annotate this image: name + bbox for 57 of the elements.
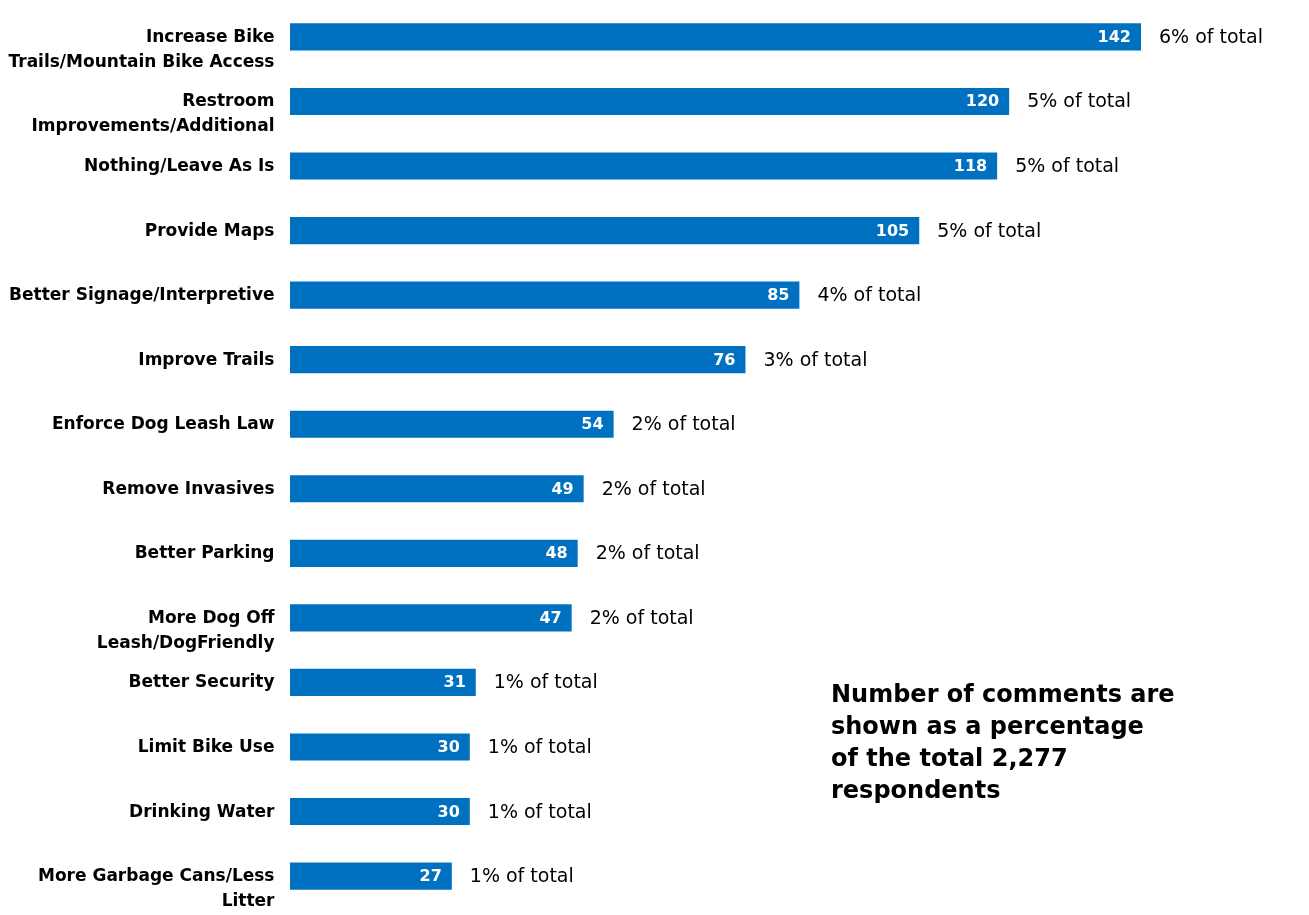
bar (290, 87, 1010, 116)
data-label: 54 (581, 414, 604, 434)
annotation: 1% of total (493, 670, 598, 693)
annotation: 5% of total (1027, 89, 1132, 112)
annotation: 1% of total (487, 799, 592, 822)
bar (290, 23, 1141, 51)
annotation: 5% of total (1015, 154, 1120, 177)
data-label: 142 (1097, 26, 1131, 46)
y-tick-label: Remove Invasives (102, 477, 275, 498)
y-tick-label: Enforce Dog Leash Law (51, 413, 275, 434)
data-label: 118 (953, 156, 988, 176)
data-label: 30 (437, 801, 460, 821)
y-tick-label: Better Parking (134, 542, 275, 563)
annotation: 4% of total (817, 283, 922, 306)
y-tick-label: Restroom Improvements/Additional (31, 90, 275, 136)
data-label: 120 (965, 91, 1000, 111)
y-tick-label: Provide Maps (144, 219, 275, 240)
annotation: 2% of total (589, 605, 694, 628)
data-label: 30 (437, 736, 460, 756)
annotation: 1% of total (487, 734, 592, 757)
bar (290, 862, 452, 890)
data-label: 27 (419, 866, 442, 886)
data-label: 31 (443, 672, 466, 692)
bar (290, 539, 578, 567)
bar (290, 668, 476, 696)
bar (290, 152, 998, 180)
bar (290, 797, 470, 826)
y-tick-label: Limit Bike Use (137, 735, 275, 756)
annotation: 1% of total (469, 864, 574, 887)
y-tick-label: Drinking Water (129, 800, 276, 821)
bar (290, 604, 572, 632)
annotation: Number of comments are shown as a percentage of the total 2,277 respondents (831, 679, 1176, 806)
y-tick-label: Improve Trails (138, 348, 275, 369)
y-tick-label: More Garbage Cans/Less Litter (38, 865, 276, 911)
y-tick-label: Increase Bike Trails/Mountain Bike Access (8, 25, 275, 71)
y-tick-label: More Dog Off Leash/DogFriendly (96, 606, 275, 652)
annotation: 3% of total (763, 347, 868, 370)
annotation: 6% of total (1159, 24, 1263, 47)
bar (290, 281, 800, 309)
data-label: 47 (539, 607, 562, 627)
data-label: 49 (551, 478, 574, 498)
data-label: 85 (767, 285, 790, 305)
bar (290, 733, 470, 761)
y-tick-label: Better Signage/Interpretive (9, 284, 275, 305)
y-tick-label: Better Security (128, 671, 275, 692)
annotation: 2% of total (631, 412, 736, 435)
bar (290, 410, 614, 438)
annotation: 2% of total (601, 476, 706, 499)
annotation: 5% of total (937, 218, 1042, 241)
data-label: 48 (545, 543, 568, 563)
bar (290, 217, 920, 245)
data-label: 105 (875, 220, 910, 240)
data-label: 76 (713, 349, 736, 369)
annotation: 2% of total (595, 541, 700, 564)
y-tick-label: Nothing/Leave As Is (84, 155, 275, 176)
bar (290, 475, 584, 503)
bar (290, 346, 746, 374)
